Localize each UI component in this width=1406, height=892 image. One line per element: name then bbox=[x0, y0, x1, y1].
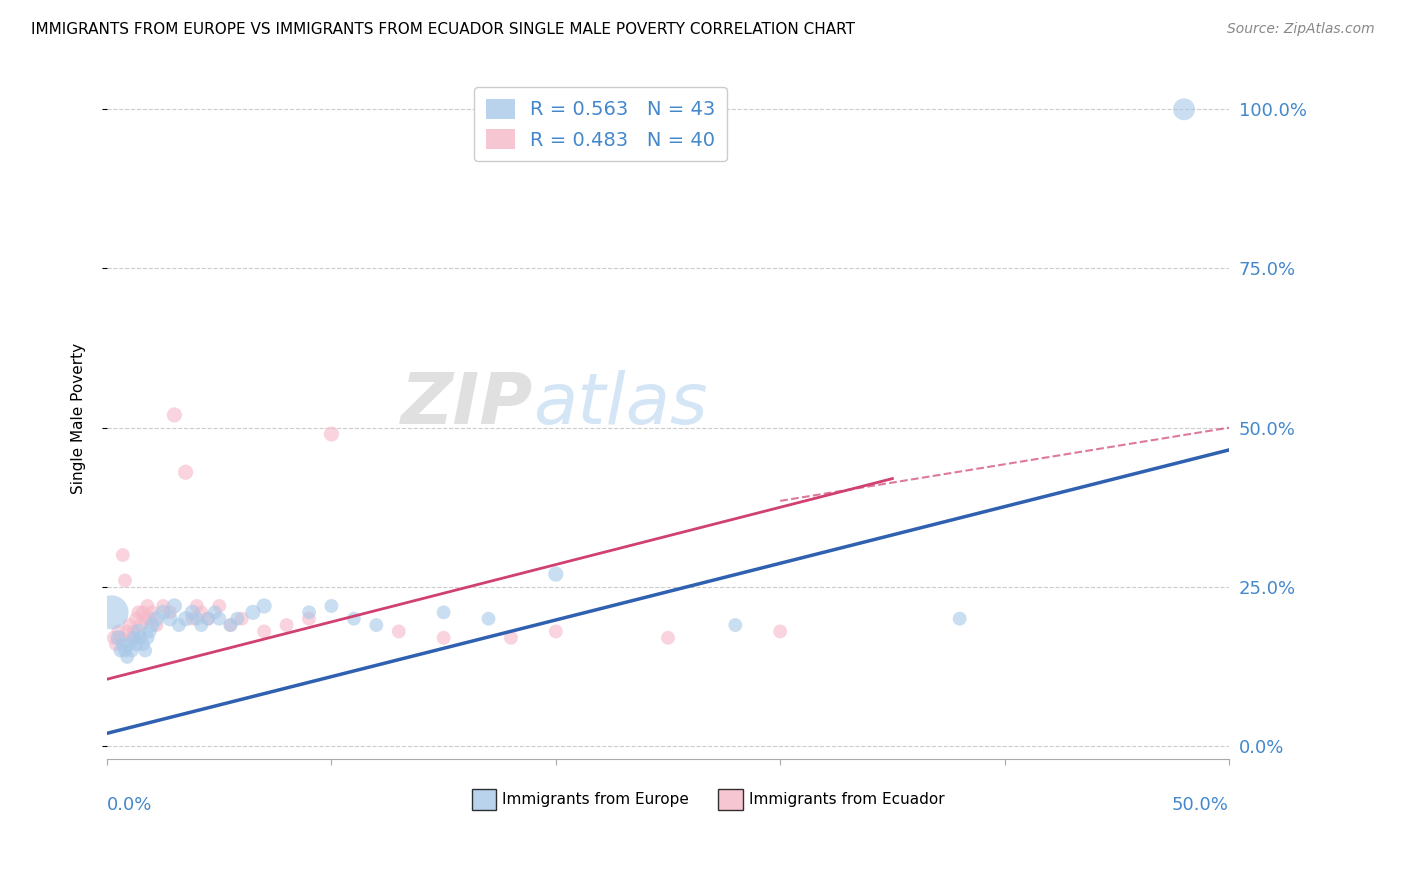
Point bbox=[219, 618, 242, 632]
Point bbox=[163, 408, 186, 422]
Point bbox=[125, 637, 148, 651]
Point bbox=[657, 631, 679, 645]
Point bbox=[499, 631, 522, 645]
Legend: R = 0.563   N = 43, R = 0.483   N = 40: R = 0.563 N = 43, R = 0.483 N = 40 bbox=[474, 87, 727, 161]
Point bbox=[167, 618, 190, 632]
Point bbox=[127, 624, 149, 639]
Point bbox=[129, 618, 152, 632]
Point bbox=[122, 631, 145, 645]
Point bbox=[117, 649, 139, 664]
Point bbox=[174, 612, 197, 626]
Text: Source: ZipAtlas.com: Source: ZipAtlas.com bbox=[1227, 22, 1375, 37]
Point bbox=[226, 612, 249, 626]
Point bbox=[118, 618, 141, 632]
Point bbox=[231, 612, 253, 626]
Point bbox=[122, 624, 145, 639]
Point bbox=[138, 612, 160, 626]
Point bbox=[197, 612, 219, 626]
Point bbox=[388, 624, 411, 639]
Point bbox=[136, 631, 159, 645]
Point bbox=[117, 624, 139, 639]
Point bbox=[186, 612, 208, 626]
Point bbox=[152, 605, 174, 619]
Text: atlas: atlas bbox=[533, 370, 709, 439]
FancyBboxPatch shape bbox=[471, 789, 496, 810]
Point bbox=[103, 631, 125, 645]
Point bbox=[253, 624, 276, 639]
Point bbox=[111, 637, 134, 651]
Point bbox=[121, 643, 143, 657]
Text: IMMIGRANTS FROM EUROPE VS IMMIGRANTS FROM ECUADOR SINGLE MALE POVERTY CORRELATIO: IMMIGRANTS FROM EUROPE VS IMMIGRANTS FRO… bbox=[31, 22, 855, 37]
Point bbox=[121, 631, 143, 645]
Point bbox=[152, 599, 174, 613]
Point bbox=[769, 624, 792, 639]
Point bbox=[208, 599, 231, 613]
Point bbox=[208, 612, 231, 626]
Point bbox=[298, 605, 321, 619]
Point bbox=[724, 618, 747, 632]
Point bbox=[544, 567, 567, 582]
Point bbox=[132, 605, 155, 619]
Point bbox=[181, 605, 204, 619]
Point bbox=[159, 605, 181, 619]
Point bbox=[197, 612, 219, 626]
Text: 50.0%: 50.0% bbox=[1173, 797, 1229, 814]
Point bbox=[145, 618, 167, 632]
Point bbox=[321, 427, 343, 442]
Point bbox=[433, 605, 456, 619]
Point bbox=[110, 631, 132, 645]
Point bbox=[544, 624, 567, 639]
Point bbox=[110, 643, 132, 657]
Point bbox=[949, 612, 972, 626]
Point bbox=[204, 605, 226, 619]
Point bbox=[134, 643, 156, 657]
Point bbox=[125, 612, 148, 626]
Point bbox=[186, 599, 208, 613]
Point bbox=[321, 599, 343, 613]
Point bbox=[219, 618, 242, 632]
Text: Immigrants from Ecuador: Immigrants from Ecuador bbox=[749, 792, 945, 807]
Point bbox=[190, 618, 212, 632]
Y-axis label: Single Male Poverty: Single Male Poverty bbox=[72, 343, 86, 493]
Point bbox=[100, 605, 122, 619]
Point bbox=[138, 624, 160, 639]
Point bbox=[174, 465, 197, 479]
Point bbox=[114, 574, 136, 588]
Point bbox=[343, 612, 366, 626]
Point bbox=[127, 605, 149, 619]
Point bbox=[129, 631, 152, 645]
Point bbox=[141, 605, 163, 619]
Point bbox=[477, 612, 499, 626]
Text: 0.0%: 0.0% bbox=[107, 797, 152, 814]
Point bbox=[107, 624, 129, 639]
Point bbox=[114, 643, 136, 657]
Point bbox=[190, 605, 212, 619]
Point bbox=[105, 637, 128, 651]
Point bbox=[145, 612, 167, 626]
Point bbox=[163, 599, 186, 613]
Point bbox=[118, 637, 141, 651]
Text: ZIP: ZIP bbox=[401, 370, 533, 439]
FancyBboxPatch shape bbox=[718, 789, 744, 810]
Point bbox=[159, 612, 181, 626]
Point bbox=[132, 637, 155, 651]
Text: Immigrants from Europe: Immigrants from Europe bbox=[502, 792, 689, 807]
Point bbox=[366, 618, 388, 632]
Point bbox=[141, 618, 163, 632]
Point bbox=[276, 618, 298, 632]
Point bbox=[136, 599, 159, 613]
Point bbox=[298, 612, 321, 626]
Point bbox=[107, 631, 129, 645]
Point bbox=[111, 548, 134, 562]
Point bbox=[181, 612, 204, 626]
Point bbox=[134, 612, 156, 626]
Point bbox=[433, 631, 456, 645]
Point bbox=[242, 605, 264, 619]
Point bbox=[253, 599, 276, 613]
Point bbox=[1173, 103, 1195, 117]
